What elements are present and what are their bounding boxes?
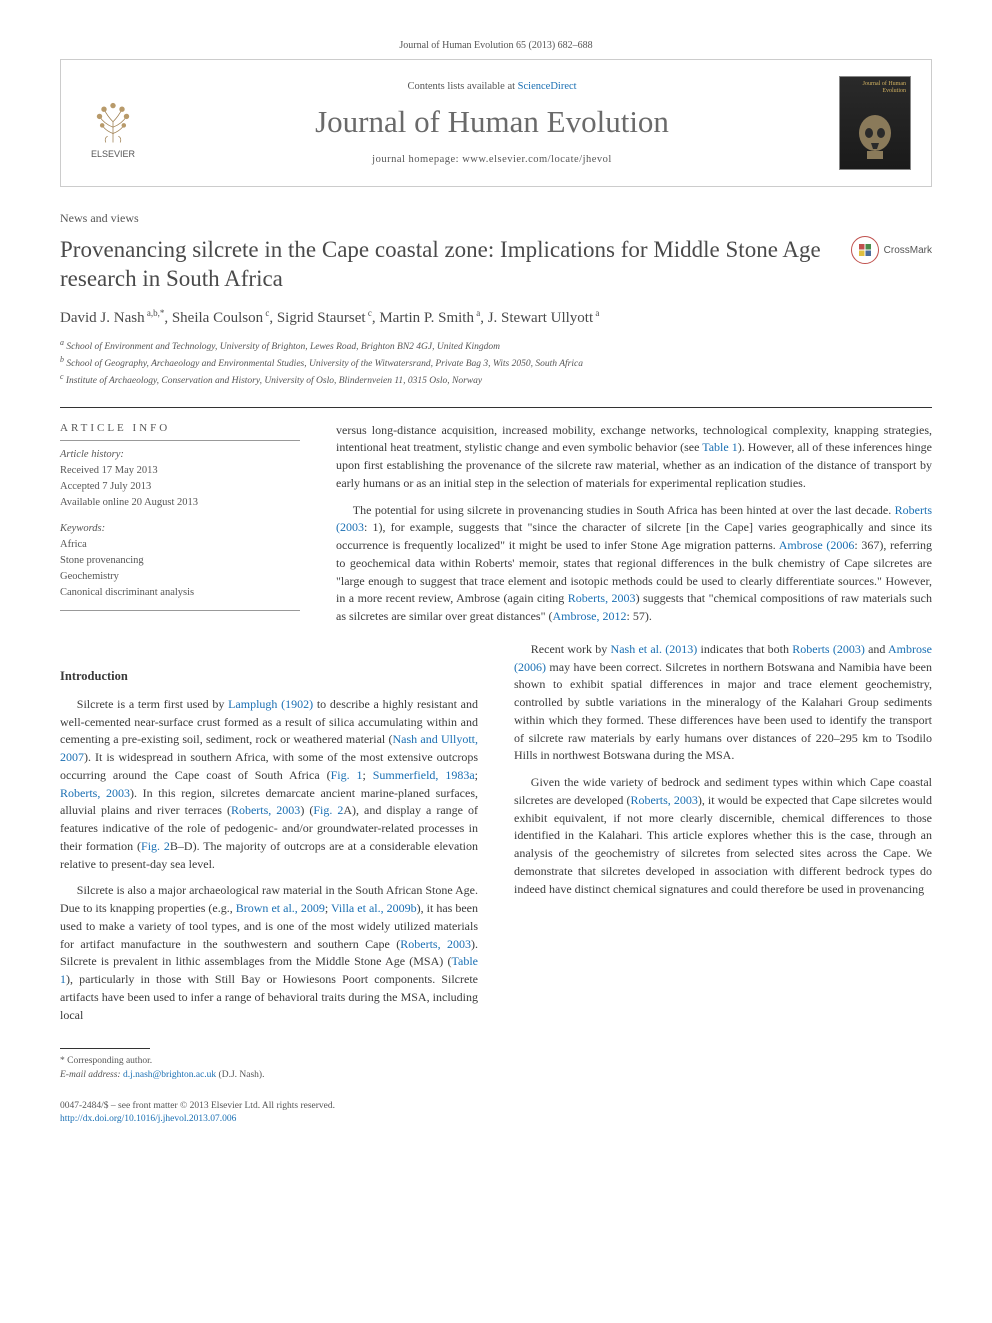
body-paragraph: Silcrete is also a major archaeological …	[60, 882, 478, 1024]
history-online: Available online 20 August 2013	[60, 495, 300, 511]
history-accepted: Accepted 7 July 2013	[60, 479, 300, 495]
email-link[interactable]: d.j.nash@brighton.ac.uk	[123, 1070, 216, 1080]
homepage-url: www.elsevier.com/locate/jhevol	[462, 154, 612, 165]
homepage-prefix: journal homepage:	[372, 154, 462, 165]
section-label: News and views	[60, 211, 932, 226]
body-paragraph: Given the wide variety of bedrock and se…	[514, 774, 932, 898]
divider	[60, 407, 932, 408]
keyword-item: Africa	[60, 537, 300, 553]
footnote-rule	[60, 1048, 150, 1049]
cover-title: Journal of Human Evolution	[840, 81, 906, 94]
right-column-top: versus long-distance acquisition, increa…	[336, 422, 932, 635]
divider-thin	[60, 610, 300, 611]
divider-thin	[60, 440, 300, 441]
email-label: E-mail address:	[60, 1070, 123, 1080]
body-paragraph: versus long-distance acquisition, increa…	[336, 422, 932, 493]
cover-skull-icon	[853, 113, 897, 163]
body-paragraph: Silcrete is a term first used by Lamplug…	[60, 696, 478, 874]
contents-prefix: Contents lists available at	[407, 81, 517, 92]
keyword-item: Stone provenancing	[60, 553, 300, 569]
elsevier-label: ELSEVIER	[91, 149, 135, 159]
issn-line: 0047-2484/$ – see front matter © 2013 El…	[60, 1100, 478, 1113]
email-suffix: (D.J. Nash).	[216, 1070, 264, 1080]
journal-header-box: ELSEVIER Contents lists available at Sci…	[60, 59, 932, 187]
crossmark-icon	[851, 236, 879, 264]
right-column: Recent work by Nash et al. (2013) indica…	[514, 641, 932, 1127]
journal-homepage: journal homepage: www.elsevier.com/locat…	[145, 154, 839, 165]
crossmark-label: CrossMark	[884, 245, 932, 256]
intro-heading: Introduction	[60, 669, 478, 684]
keywords-list: AfricaStone provenancingGeochemistryCano…	[60, 537, 300, 600]
body-text-right-top: versus long-distance acquisition, increa…	[336, 422, 932, 626]
corresponding-author: * Corresponding author.	[60, 1055, 478, 1068]
history-received: Received 17 May 2013	[60, 463, 300, 479]
crossmark-badge[interactable]: CrossMark	[851, 236, 932, 264]
article-history: Article history: Received 17 May 2013 Ac…	[60, 447, 300, 511]
sciencedirect-link[interactable]: ScienceDirect	[518, 81, 577, 92]
authors: David J. Nash a,b,*, Sheila Coulson c, S…	[60, 308, 932, 327]
body-paragraph: The potential for using silcrete in prov…	[336, 502, 932, 626]
affiliation: c Institute of Archaeology, Conservation…	[60, 371, 932, 388]
affiliation: a School of Environment and Technology, …	[60, 337, 932, 354]
elsevier-logo: ELSEVIER	[81, 87, 145, 159]
article-info-row: ARTICLE INFO Article history: Received 1…	[60, 422, 932, 635]
title-row: Provenancing silcrete in the Cape coasta…	[60, 236, 932, 294]
keywords-block: Keywords: AfricaStone provenancingGeoche…	[60, 521, 300, 601]
article-info-heading: ARTICLE INFO	[60, 422, 300, 434]
left-column: Introduction Silcrete is a term first us…	[60, 641, 478, 1127]
history-label: Article history:	[60, 447, 300, 463]
footnotes: * Corresponding author. E-mail address: …	[60, 1055, 478, 1082]
bottom-meta: 0047-2484/$ – see front matter © 2013 El…	[60, 1100, 478, 1127]
header-center: Contents lists available at ScienceDirec…	[145, 81, 839, 165]
journal-name: Journal of Human Evolution	[145, 104, 839, 140]
body-text-left: Silcrete is a term first used by Lamplug…	[60, 696, 478, 1025]
body-text-right: Recent work by Nash et al. (2013) indica…	[514, 641, 932, 899]
keywords-label: Keywords:	[60, 521, 300, 537]
keyword-item: Geochemistry	[60, 569, 300, 585]
keyword-item: Canonical discriminant analysis	[60, 585, 300, 601]
affiliations: a School of Environment and Technology, …	[60, 337, 932, 389]
two-column-body: Introduction Silcrete is a term first us…	[60, 641, 932, 1127]
article-title: Provenancing silcrete in the Cape coasta…	[60, 236, 831, 294]
doi-link[interactable]: http://dx.doi.org/10.1016/j.jhevol.2013.…	[60, 1114, 236, 1124]
journal-cover-thumbnail: Journal of Human Evolution	[839, 76, 911, 170]
email-line: E-mail address: d.j.nash@brighton.ac.uk …	[60, 1069, 478, 1082]
affiliation: b School of Geography, Archaeology and E…	[60, 354, 932, 371]
body-paragraph: Recent work by Nash et al. (2013) indica…	[514, 641, 932, 765]
elsevier-tree-icon	[86, 93, 140, 147]
top-citation: Journal of Human Evolution 65 (2013) 682…	[60, 40, 932, 51]
article-info-block: ARTICLE INFO Article history: Received 1…	[60, 422, 300, 635]
contents-line: Contents lists available at ScienceDirec…	[145, 81, 839, 92]
